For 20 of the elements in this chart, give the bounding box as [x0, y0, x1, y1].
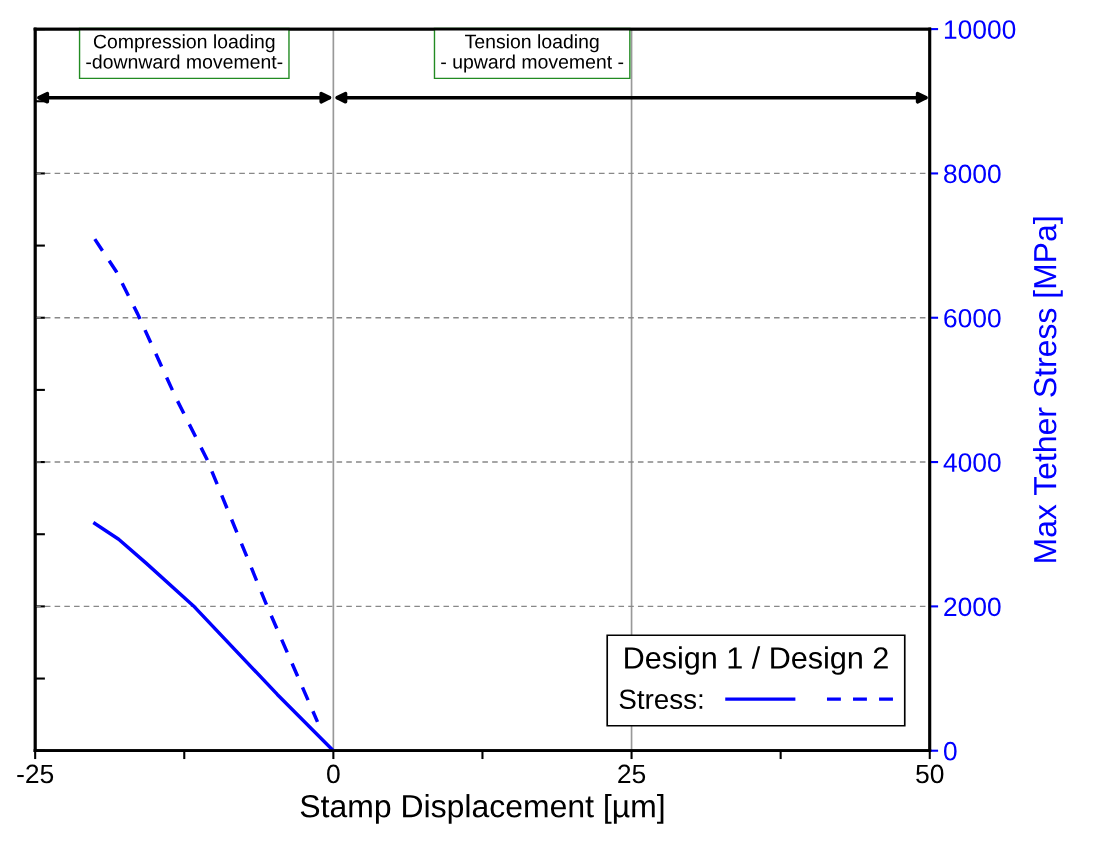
x-tick-label: 25 [618, 764, 646, 784]
x-tick-label: 50 [916, 764, 944, 784]
y2-tick-label: 10000 [944, 20, 1016, 39]
x-tick-label: 0 [327, 764, 340, 784]
y2-tick-label: 2000 [944, 597, 1001, 617]
annotation: Stress: [619, 689, 703, 710]
legend-title: Design 1 / Design 2 [625, 646, 888, 675]
y2-tick-label: 4000 [943, 453, 1001, 472]
line-series [93, 521, 336, 751]
annotation: -downward movement- [86, 54, 283, 69]
y2-axis-title: Max Tether Stress [MPa] [1032, 217, 1063, 562]
x-tick-label: -25 [17, 764, 54, 784]
annotation: Compression loading [93, 34, 275, 53]
annotation: - upward movement - [441, 54, 624, 73]
annotation: Tension loading [465, 34, 599, 53]
line-series [93, 237, 320, 724]
y2-tick-label: 0 [943, 741, 957, 761]
x-axis-title: Stamp Displacement [µm] [300, 794, 664, 824]
y2-tick-label: 6000 [944, 308, 1001, 328]
y2-tick-label: 8000 [944, 164, 1001, 184]
